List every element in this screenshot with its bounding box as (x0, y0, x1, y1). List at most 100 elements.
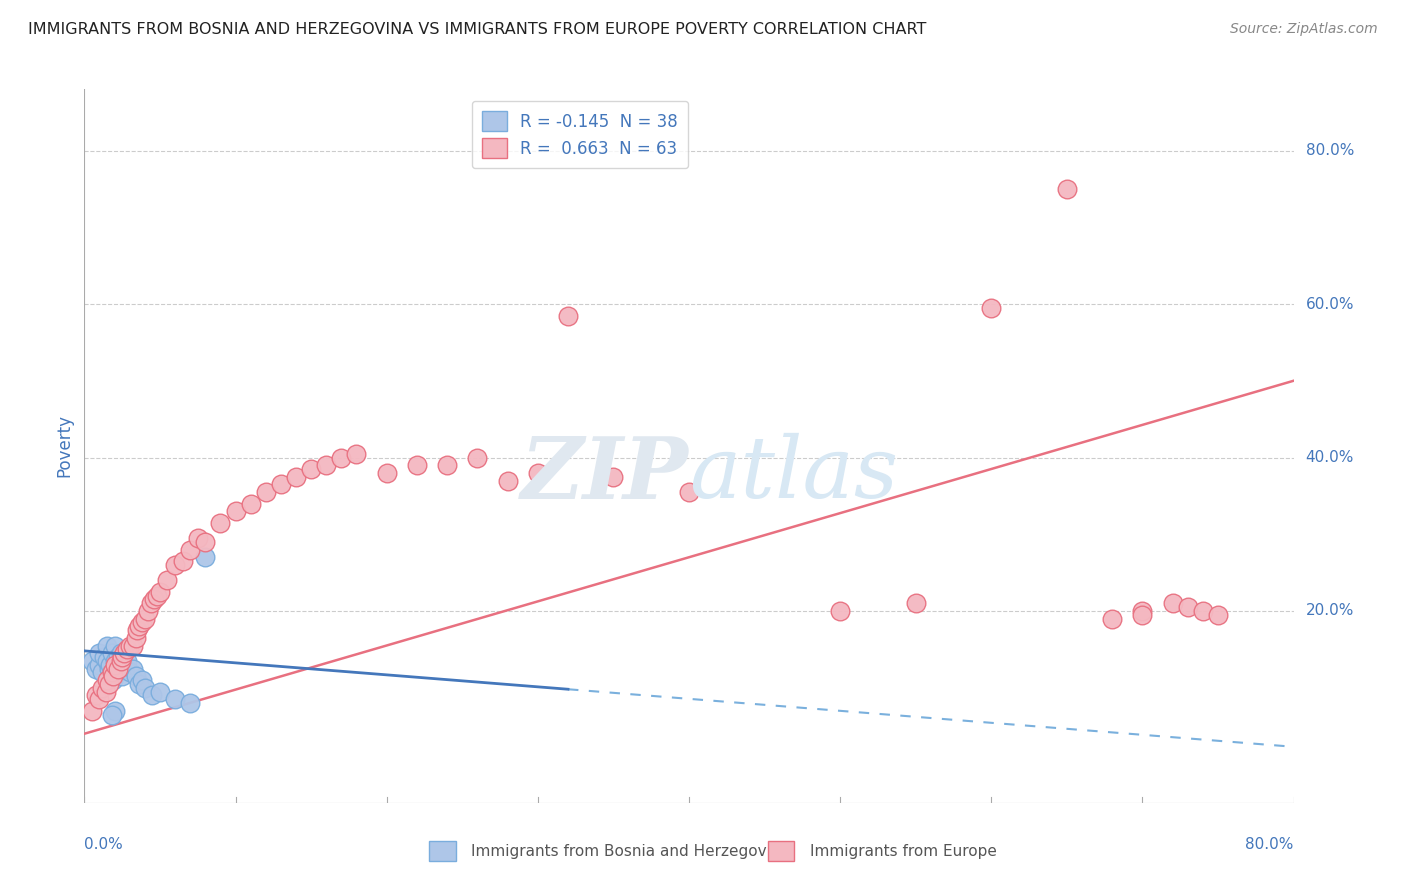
Point (1192, 604, 1215, 618)
Point (1130, 607, 1153, 622)
Point (80, 704, 103, 718)
Text: IMMIGRANTS FROM BOSNIA AND HERZEGOVINA VS IMMIGRANTS FROM EUROPE POVERTY CORRELA: IMMIGRANTS FROM BOSNIA AND HERZEGOVINA V… (28, 22, 927, 37)
Point (110, 646, 132, 660)
Point (107, 661, 129, 675)
Point (115, 654, 138, 668)
Point (115, 642, 138, 657)
Point (299, 462, 322, 476)
Point (86, 689, 108, 703)
Point (94, 684, 117, 698)
Point (93, 650, 115, 665)
Point (436, 458, 458, 473)
Point (156, 574, 179, 588)
Point (121, 661, 143, 675)
Point (107, 650, 129, 665)
Point (112, 650, 135, 665)
Point (406, 458, 429, 473)
FancyBboxPatch shape (429, 841, 456, 862)
Point (91, 665, 114, 680)
Text: 20.0%: 20.0% (1306, 604, 1354, 618)
Point (91, 681, 114, 695)
Point (602, 469, 624, 483)
Point (118, 639, 141, 653)
Point (527, 466, 550, 480)
Point (100, 665, 122, 680)
Text: 60.0%: 60.0% (1306, 296, 1354, 311)
Point (346, 447, 368, 461)
Point (105, 661, 128, 675)
Point (146, 589, 169, 603)
Point (141, 689, 163, 703)
Point (131, 673, 153, 687)
Point (165, 692, 187, 706)
Point (467, 450, 489, 465)
Point (89, 657, 111, 672)
Point (136, 604, 159, 618)
Point (1177, 600, 1199, 615)
Point (114, 661, 136, 675)
Point (225, 504, 247, 518)
Point (315, 458, 337, 473)
Point (187, 531, 209, 545)
Point (125, 631, 148, 645)
Point (80, 654, 103, 668)
FancyBboxPatch shape (768, 841, 794, 862)
Point (110, 654, 132, 668)
Point (118, 665, 141, 680)
Point (96, 654, 118, 668)
Point (149, 584, 172, 599)
Text: Immigrants from Bosnia and Herzegovina: Immigrants from Bosnia and Herzegovina (471, 844, 790, 859)
Point (134, 612, 156, 626)
Point (101, 673, 124, 687)
Point (270, 477, 292, 491)
Point (149, 684, 172, 698)
Point (96, 639, 118, 653)
Text: 80.0%: 80.0% (1306, 143, 1354, 158)
Point (134, 681, 156, 695)
Text: 80.0%: 80.0% (1246, 838, 1294, 853)
Point (131, 615, 153, 630)
Point (254, 485, 277, 500)
Point (96, 673, 118, 687)
Point (830, 604, 852, 618)
Text: Source: ZipAtlas.com: Source: ZipAtlas.com (1230, 22, 1378, 37)
Point (100, 665, 122, 680)
Point (1056, 182, 1078, 196)
Point (179, 542, 201, 557)
Point (89, 646, 111, 660)
Point (100, 707, 122, 722)
Point (127, 623, 149, 637)
Point (139, 596, 162, 610)
Point (128, 677, 150, 691)
Point (100, 646, 122, 660)
Point (107, 665, 129, 680)
Text: 40.0%: 40.0% (1306, 450, 1354, 465)
Point (121, 639, 143, 653)
Legend: R = -0.145  N = 38, R =  0.663  N = 63: R = -0.145 N = 38, R = 0.663 N = 63 (472, 101, 688, 169)
Point (980, 301, 1002, 315)
Point (86, 661, 108, 675)
Point (1161, 596, 1184, 610)
Point (125, 669, 148, 683)
Point (104, 654, 127, 668)
Point (104, 639, 127, 653)
Point (330, 450, 353, 465)
Point (112, 646, 135, 660)
Point (104, 704, 127, 718)
Point (89, 692, 111, 706)
Point (285, 469, 308, 483)
Point (104, 657, 127, 672)
Point (97, 677, 120, 691)
Y-axis label: Poverty: Poverty (55, 415, 73, 477)
Point (101, 669, 124, 683)
Point (165, 558, 187, 572)
Point (1206, 607, 1229, 622)
Point (179, 696, 201, 710)
Point (1130, 604, 1153, 618)
Point (108, 657, 131, 672)
Point (98, 657, 121, 672)
Text: ZIP: ZIP (522, 433, 689, 516)
Point (111, 657, 134, 672)
Point (678, 485, 700, 500)
Point (1101, 612, 1123, 626)
